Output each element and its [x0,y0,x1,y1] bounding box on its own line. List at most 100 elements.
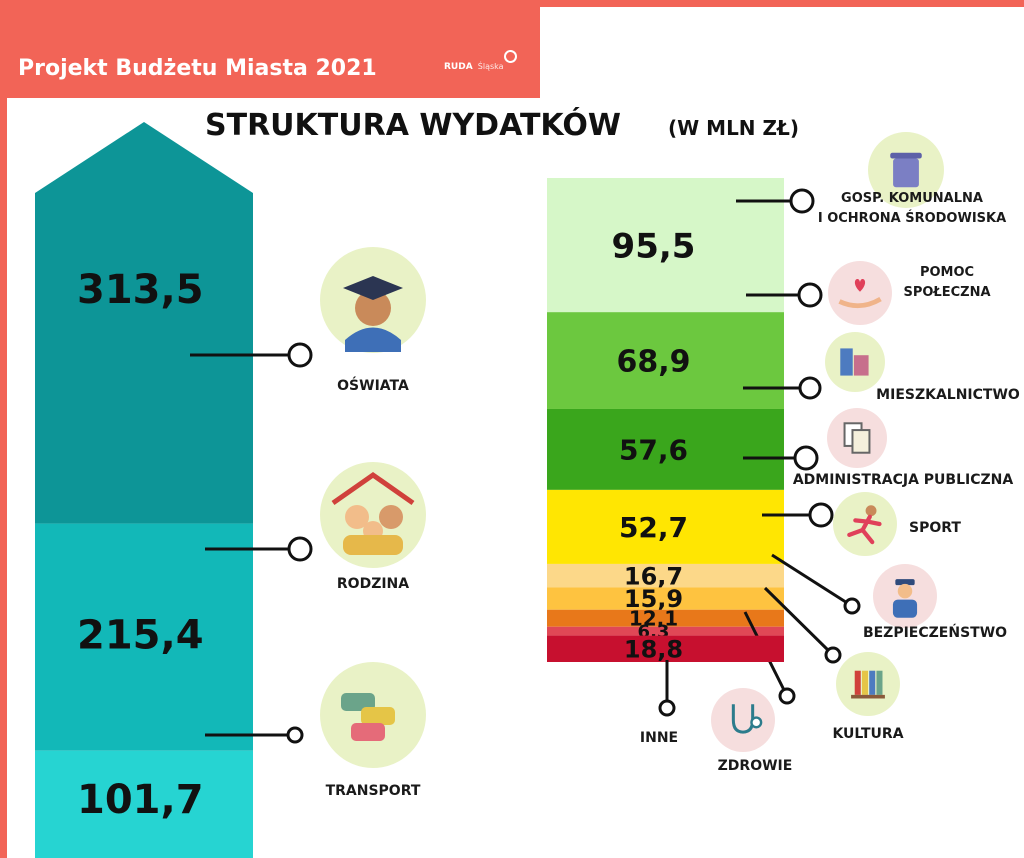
cap-shape [343,276,403,300]
right-bar-pomoc-spoleczna: 68,9 POMOC SPOŁECZNA [547,261,991,409]
right-segment [547,408,784,490]
left-category-label: RODZINA [337,576,409,592]
right-connector-dot [843,597,861,615]
label-line: KULTURA [832,726,903,742]
police-cap [895,579,915,586]
header-banner: Projekt Budżetu Miasta 2021 RUDA Śląska [0,0,540,98]
body-shape [345,327,401,352]
right-category-label: BEZPIECZEŃSTWO [863,623,1007,641]
police-icon [873,564,937,628]
left-bar-oswiata: 313,5 OŚWIATA [35,122,426,524]
runner-head [865,505,877,517]
right-segment [547,587,784,610]
parent-head [345,505,369,529]
left-bar-rodzina: 215,4 RODZINA [35,462,426,751]
left-value-label: 101,7 [77,777,204,823]
bin-body [893,158,919,188]
right-segment [547,626,784,636]
left-category-label: TRANSPORT [326,783,421,799]
trash-bin-icon [868,132,944,208]
heart-shape [854,278,866,292]
left-value-label: 313,5 [77,267,204,313]
runner-icon [833,492,897,556]
left-bar-transport: 101,7 TRANSPORT [35,662,426,858]
label-line: SPOŁECZNA [903,285,990,300]
label-line: ZDROWIE [718,758,793,774]
police-head [897,583,913,599]
right-value-label: 18,8 [624,635,683,663]
buildings-icon [825,332,885,392]
right-bar-sport: 16,7 SPORT [547,492,961,590]
stethoscope-icon [711,688,775,752]
left-segment [35,523,253,751]
right-value-label: 68,9 [616,344,690,379]
car-shape [341,693,375,711]
right-bar-inne: 18,8 INNE [547,635,784,746]
graduate-icon [320,247,426,353]
book-shape [861,670,868,695]
label-line: INNE [640,730,678,746]
right-segment [547,609,784,627]
right-category-label: MIESZKALNICTWO [876,387,1020,403]
right-connector-dot [789,188,815,214]
right-category-label: ZDROWIE [718,758,793,774]
documents-icon [827,408,887,468]
book-shape [869,670,876,695]
label-line: MIESZKALNICTWO [876,387,1020,403]
chart-subtitle: (W MLN ZŁ) [668,116,799,140]
left-connector-dot [286,726,304,744]
right-connector-line [763,586,835,657]
books-icon [836,652,900,716]
icon-badge [828,261,892,325]
right-connector-dot [778,687,796,705]
logo-sub-text: Śląska [477,62,504,71]
police-body [892,599,918,618]
label-line: POMOC [920,265,974,280]
right-category-label: ADMINISTRACJA PUBLICZNA [793,472,1014,488]
right-category-label: KULTURA [832,726,903,742]
right-connector-dot [658,699,676,717]
family-icon [320,462,426,568]
shelf-shape [851,694,885,699]
right-value-label: 57,6 [619,434,688,467]
right-value-label: 16,7 [624,562,683,590]
car-shape [361,707,395,725]
right-bar-kultura: 12,1 KULTURA [547,586,904,742]
right-category-label: SPORT [909,520,961,536]
right-connector-dot [793,445,819,471]
right-segment [547,312,784,409]
left-value-label: 215,4 [77,613,204,659]
left-segment [35,750,253,858]
left-connector-dot [287,342,313,368]
label-line: ADMINISTRACJA PUBLICZNA [793,472,1014,488]
bodies-shape [343,535,403,555]
book-shape [854,670,861,695]
header-title: Projekt Budżetu Miasta 2021 [18,56,377,81]
logo-main-text: RUDA [444,62,473,72]
roof-shape [331,471,415,506]
icon-badge [711,688,775,752]
label-line: BEZPIECZEŃSTWO [863,623,1007,641]
chart-title: STRUKTURA WYDATKÓW [205,108,621,143]
left-connector-dot [287,536,313,562]
cars-icon [320,662,426,768]
right-segment [547,489,784,564]
bin-lid [890,152,922,159]
ruda-slaska-logo: RUDA Śląska [444,50,517,73]
right-bar-mieszkalnictwo: 57,6 MIESZKALNICTWO [547,332,1020,490]
right-category-label: INNE [640,730,678,746]
left-category-label: OŚWIATA [337,376,409,394]
right-bar-administracja-publiczna: 52,7 ADMINISTRACJA PUBLICZNA [547,408,1013,564]
parent-head [379,505,403,529]
building-shape [853,355,869,376]
right-value-label: 52,7 [619,511,688,544]
right-connector-line [771,553,853,608]
right-connector-dot [824,646,842,664]
doc-shape [851,429,871,454]
building-shape [840,348,853,376]
right-segment [547,563,784,588]
right-value-label: 15,9 [624,585,683,613]
left-segment [35,122,253,524]
hand-shape [838,296,882,309]
